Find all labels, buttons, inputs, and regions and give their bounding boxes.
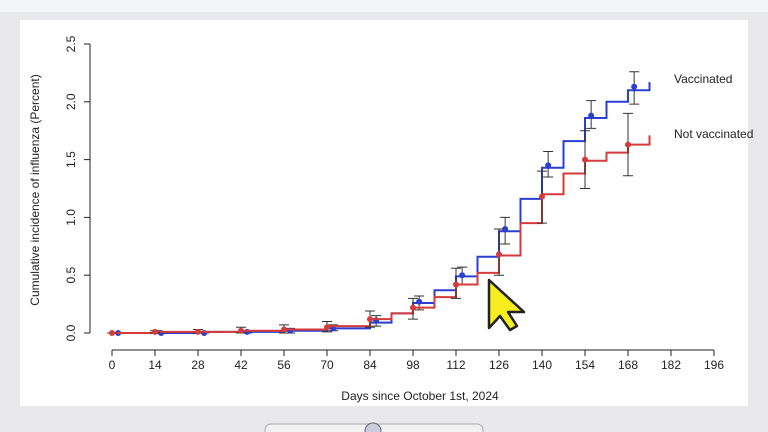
taskbar-button[interactable] [364, 422, 382, 432]
x-tick-label: 126 [489, 358, 509, 372]
point [625, 141, 631, 148]
plot-window [20, 20, 748, 406]
point [496, 251, 502, 258]
x-tick-label: 154 [575, 358, 595, 372]
x-axis-label: Days since October 1st, 2024 [341, 389, 499, 403]
point [109, 330, 115, 336]
point [410, 304, 416, 311]
y-tick-label: 1.0 [64, 209, 78, 226]
point [416, 298, 423, 305]
x-tick-label: 182 [661, 358, 681, 372]
point [152, 328, 158, 335]
x-tick-label: 56 [277, 358, 291, 372]
x-tick-label: 112 [446, 358, 465, 372]
y-tick-label: 0.0 [64, 324, 78, 341]
point [367, 316, 373, 323]
y-tick-label: 1.5 [64, 151, 78, 168]
point [238, 327, 244, 334]
plot: 0 14 28 42 56 70 84 98 112 126 140 154 168 182 196 0.0 0… [64, 35, 753, 372]
y-axis-label: Cumulative incidence of influenza (Perce… [28, 74, 42, 305]
x-tick-label: 28 [191, 358, 205, 372]
point [545, 162, 552, 169]
point [195, 328, 201, 335]
point [582, 156, 588, 163]
y-tick-label: 2.5 [64, 35, 78, 52]
point [502, 225, 509, 232]
x-tick-label: 140 [532, 358, 552, 372]
point [324, 324, 330, 331]
point [588, 112, 595, 119]
y-tick-label: 2.0 [64, 93, 78, 110]
x-tick-label: 0 [109, 358, 116, 372]
point [281, 326, 287, 333]
point [631, 83, 638, 90]
x-tick-label: 98 [406, 358, 420, 372]
point [453, 281, 459, 288]
point [539, 193, 545, 200]
point [459, 272, 466, 279]
y-tick-label: 0.5 [64, 267, 78, 284]
x-tick-label: 168 [618, 358, 638, 372]
toolbar [0, 0, 768, 12]
mouse-cursor [487, 278, 526, 332]
taskbar [264, 422, 484, 432]
x-tick-label: 70 [320, 358, 334, 372]
x-tick-label: 42 [234, 358, 248, 372]
legend-label: Not vaccinated [674, 127, 753, 141]
legend-label: Vaccinated [674, 72, 732, 86]
x-tick-label: 84 [363, 358, 377, 372]
x-tick-label: 14 [148, 358, 162, 372]
x-tick-label: 196 [704, 358, 724, 372]
